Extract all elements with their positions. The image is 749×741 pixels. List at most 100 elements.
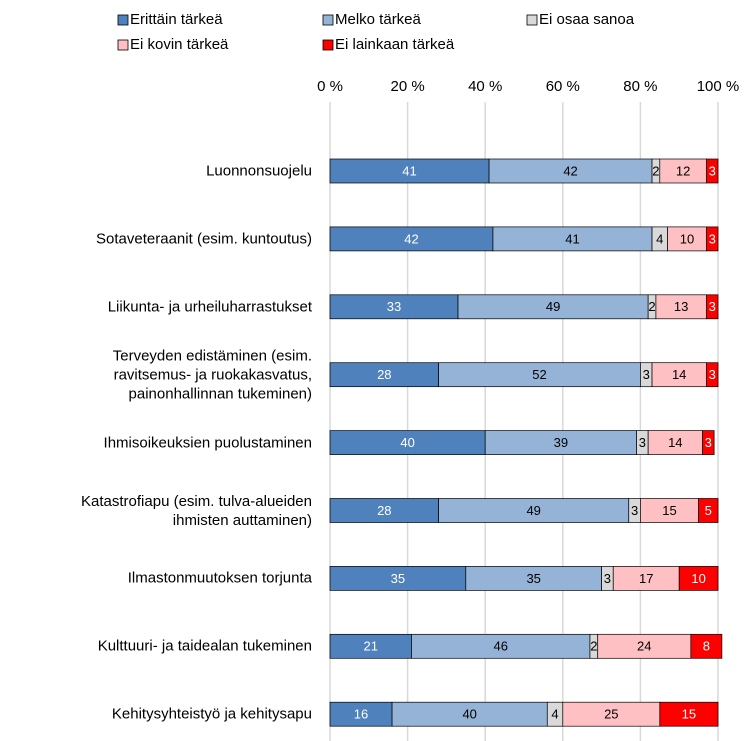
bar-segment [706,226,719,252]
x-tick-label: 100 % [697,78,740,95]
data-label: 4 [551,707,558,722]
data-label: 24 [637,639,651,654]
data-label: 28 [377,367,391,382]
category-label: Katastrofiapu (esim. tulva-alueiden ihmi… [81,492,312,529]
data-label: 12 [676,163,690,178]
data-label: 16 [354,707,368,722]
bar-segment [690,633,723,659]
data-label: 35 [391,571,405,586]
data-label: 15 [662,503,676,518]
data-label: 4 [656,231,663,246]
data-label: 49 [526,503,540,518]
data-label: 3 [643,367,650,382]
bar-segment [329,294,459,320]
category-label: Ihmisoikeuksien puolustaminen [103,434,312,452]
data-label: 46 [493,639,507,654]
data-label: 3 [604,571,611,586]
bar-segment [329,158,490,184]
bar-segment [329,701,393,727]
x-tick-label: 0 % [317,78,343,95]
bar-segment [329,226,494,252]
bar-segment [438,498,630,523]
data-label: 33 [387,299,401,314]
data-label: 42 [404,231,418,246]
data-label: 8 [703,639,710,654]
bar-segment [647,430,703,455]
category-label: Kulttuuri- ja taidealan tukeminen [97,637,312,655]
category-label: Sotaveteraanit (esim. kuntoutus) [96,230,312,248]
data-label: 52 [532,367,546,382]
data-label: 25 [604,707,618,722]
bar-segment [706,362,719,388]
data-label: 2 [648,299,655,314]
data-label: 3 [709,231,716,246]
legend-swatch [322,39,334,51]
bar-segment [706,294,719,320]
legend-swatch [526,14,538,26]
data-label: 2 [590,639,597,654]
legend-label: Ei lainkaan tärkeä [335,36,455,53]
data-label: 21 [364,639,378,654]
data-label: 42 [563,163,577,178]
legend-swatch [117,39,129,51]
bar-segment [698,498,719,523]
data-label: 10 [691,571,705,586]
bar-segment [651,362,707,388]
bar-segment [329,498,439,523]
data-label: 35 [526,571,540,586]
data-label: 2 [652,163,659,178]
x-tick-label: 60 % [546,78,580,95]
bar-segment [702,430,715,455]
data-label: 49 [546,299,560,314]
bar-segment [659,701,719,727]
data-label: 3 [709,163,716,178]
category-label: Liikunta- ja urheiluharrastukset [107,298,312,316]
data-label: 15 [682,707,696,722]
legend-label: Ei osaa sanoa [539,11,635,28]
category-label: Ilmastonmuutoksen torjunta [127,569,312,587]
category-label: Terveyden edistäminen (esim. ravitsemus-… [112,347,312,403]
bar-segment [411,633,591,659]
legend-swatch [117,14,129,26]
bar-segment [667,226,707,252]
x-tick-label: 80 % [623,78,657,95]
data-label: 13 [674,299,688,314]
data-label: 41 [565,231,579,246]
data-label: 28 [377,503,391,518]
bar-segment [659,158,707,184]
data-label: 3 [631,503,638,518]
data-label: 40 [400,435,414,450]
x-tick-label: 20 % [390,78,424,95]
data-label: 3 [709,299,716,314]
bar-segment [488,158,653,184]
bar-segment [678,566,719,591]
data-label: 39 [554,435,568,450]
bar-segment [597,633,692,659]
legend-label: Melko tärkeä [335,11,422,28]
data-label: 3 [639,435,646,450]
data-label: 40 [462,707,476,722]
bar-segment [329,430,486,455]
data-label: 41 [402,163,416,178]
bar-segment [562,701,661,727]
legend-swatch [322,14,334,26]
x-tick-label: 40 % [468,78,502,95]
bar-segment [612,566,680,591]
bar-segment [706,158,719,184]
data-label: 14 [672,367,686,382]
bar-segment [391,701,548,727]
category-label: Luonnonsuojelu [206,162,312,180]
data-label: 5 [705,503,712,518]
data-label: 14 [668,435,682,450]
data-label: 3 [709,367,716,382]
legend-label: Erittäin tärkeä [130,11,223,28]
bar-segment [465,566,602,591]
data-label: 10 [680,231,694,246]
bar-segment [329,362,439,388]
data-label: 17 [639,571,653,586]
category-label: Kehitysyhteistyö ja kehitysapu [111,705,312,723]
legend-label: Ei kovin tärkeä [130,36,229,53]
data-label: 3 [705,435,712,450]
